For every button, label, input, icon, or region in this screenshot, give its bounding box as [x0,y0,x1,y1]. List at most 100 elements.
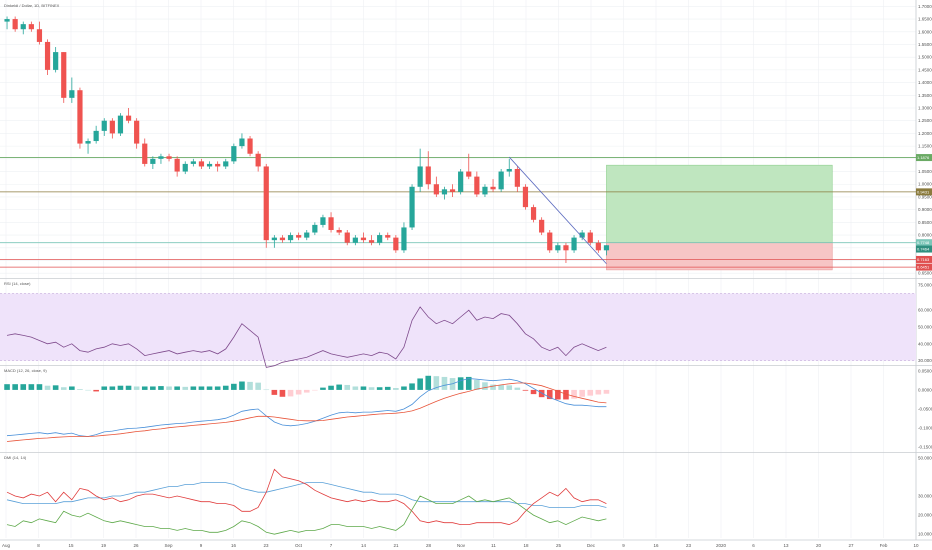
macd-histogram-bar [109,386,116,390]
candle-body [61,52,67,98]
macd-histogram-bar [174,386,180,390]
candle-body [198,161,205,167]
candle-body [12,19,18,30]
candle-body [134,120,140,144]
rsi-pane[interactable]: RSI (14, close) [0,281,916,368]
candle-body [320,217,326,225]
dmi-pane[interactable]: DMI (14, 14) [4,455,607,535]
macd-histogram-bar [595,389,602,395]
candle-body [20,24,26,30]
candle-body [603,245,610,251]
price-scale-label: 1.40000 [918,80,932,85]
macd-histogram-bar [214,386,221,390]
macd-histogram-bar [295,389,302,395]
macd-histogram-bar [133,386,140,390]
macd-histogram-bar [401,386,407,390]
macd-pane[interactable]: MACD (12, 26, close, 9) [4,368,610,442]
candle-body [182,163,188,172]
candle-body [239,138,245,147]
time-scale-label: Nov [457,543,466,548]
time-scale-label: Feb [880,543,888,548]
macd-histogram-bar [117,385,124,390]
macd-histogram-bar [563,389,569,400]
candle-body [522,186,529,208]
candle-body [93,130,99,142]
candle-body [352,237,358,243]
macd-histogram-bar [603,389,610,394]
minus-di-line [6,468,607,526]
time-scale-label: 13 [783,543,789,548]
candle-body [466,171,472,177]
price-scale-label: 40.0000 [918,341,932,346]
price-scale-label: 20.0000 [918,513,932,518]
macd-histogram-bar [587,389,594,396]
candle-body [53,52,59,70]
price-scale-label: 1.50000 [918,55,932,60]
macd-histogram-bar [44,385,51,390]
candle-body [142,143,148,164]
macd-histogram-bar [425,375,432,390]
rsi-label: RSI (14, close) [4,281,31,286]
candle-body [125,115,132,121]
price-scale-label: 75.0000 [918,283,932,288]
candle-body [117,115,124,134]
macd-histogram-bar [206,386,213,390]
candle-body [579,232,585,238]
price-badge-text: 0.9431 [917,189,930,194]
macd-histogram-bar [28,384,35,390]
time-scale-label: 23 [686,543,692,548]
candle-body [328,217,334,230]
trend-line[interactable] [508,156,607,265]
candle-body [417,166,423,187]
macd-histogram-bar [474,379,480,390]
time-scale-label: 19 [101,543,107,548]
price-scale-label: 1.45000 [918,67,932,72]
price-scale-label: 1.55000 [918,42,932,47]
candle-body [530,207,537,220]
macd-histogram-bar [320,387,326,390]
macd-histogram-bar [287,389,294,397]
candle-body [490,186,496,190]
macd-histogram-bar [571,389,577,399]
position-tool[interactable] [606,164,833,271]
time-scale[interactable]: Aug 8 15 19 26 Sep 9 16 23 Oct 7 14 21 28 Nov 11 18 25 Dec… [2,543,919,548]
price-badge-text: 1.1876 [917,155,930,160]
macd-histogram-bar [441,376,448,390]
time-scale-label: 14 [361,543,367,548]
time-scale-label: 11 [491,543,496,548]
macd-histogram-bar [490,384,496,390]
macd-histogram-bar [344,384,351,390]
macd-histogram-bar [239,381,245,390]
dmi-series [6,468,607,535]
candle-body [296,235,302,238]
macd-histogram-bar [190,386,197,390]
macd-histogram-bar [530,389,537,395]
price-scale-label: 1.60000 [918,29,932,34]
candle-body [539,219,545,233]
candle-body [44,41,51,70]
candle-body [247,138,253,154]
price-scale-label: 30.0000 [918,358,932,363]
candle-body [166,156,172,159]
candle-body [304,232,310,238]
price-badges: 1.1876 0.9431 0.7748 0.7464 0.7163 0.6451 [916,154,932,271]
macd-histogram-bar [271,389,278,395]
price-pane[interactable]: Dinkeldi / Dollar, 1D, BITFINEX [0,3,916,271]
macd-histogram-bar [482,382,488,390]
candle-body [474,176,480,195]
candle-body [263,166,269,241]
macd-histogram-bar [522,389,529,391]
price-badge [916,188,932,196]
price-scale-label: 1.30000 [918,106,932,111]
candle-body [109,120,115,134]
candle-body [547,232,553,251]
candle-body [385,235,391,238]
candle-body [77,90,83,144]
price-badge [916,239,932,247]
time-scale-label: 27 [848,543,854,548]
rsi-line [6,306,607,368]
price-badge [916,154,932,162]
